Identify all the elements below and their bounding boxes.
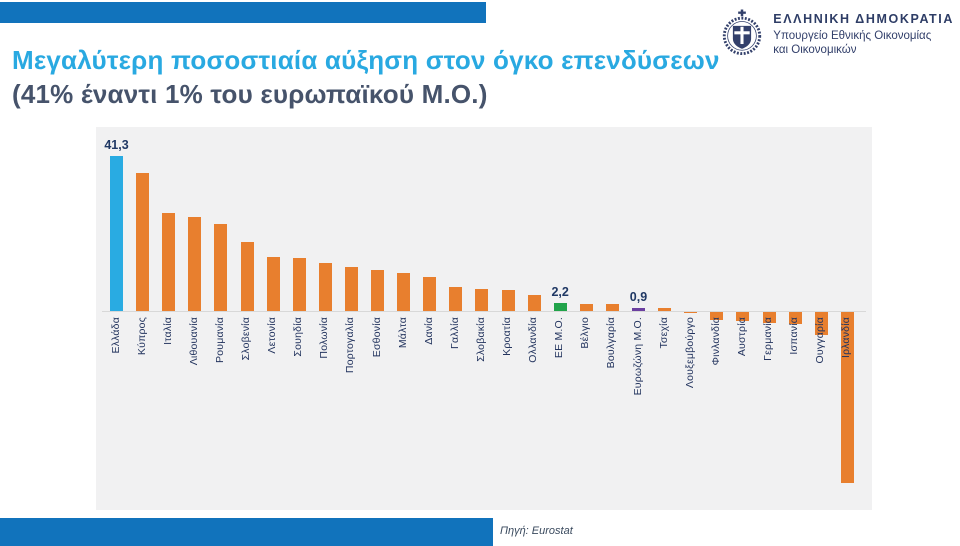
- slide-title-line2: (41% έναντι 1% του ευρωπαϊκού Μ.Ο.): [12, 78, 488, 109]
- bar-Λετονία: [266, 257, 280, 311]
- ministry-name-line2: και Οικονομικών: [773, 44, 857, 57]
- bar-Μάλτα: [397, 273, 411, 311]
- category-label-Γερμανία: Γερμανία: [762, 317, 774, 361]
- bar-Κύπρος: [136, 172, 150, 311]
- category-label-Κροατία: Κροατία: [501, 317, 513, 356]
- bar-Σουηδία: [292, 258, 306, 311]
- category-label-Γαλλία: Γαλλία: [448, 317, 461, 349]
- category-label-Σουηδία: Σουηδία: [292, 317, 305, 357]
- bar-Εσθονία: [371, 270, 384, 311]
- bar-Λιθουανία: [188, 217, 202, 311]
- bar-Φινλανδία: [710, 312, 724, 320]
- category-label-Ισπανία: Ισπανία: [788, 317, 801, 355]
- government-title: ΕΛΛΗΝΙΚΗ ΔΗΜΟΚΡΑΤΙΑ: [773, 12, 954, 26]
- category-label-Μάλτα: Μάλτα: [396, 317, 409, 349]
- category-label-Εσθονία: Εσθονία: [370, 317, 383, 358]
- source-note: Πηγή: Eurostat: [500, 525, 573, 537]
- category-label-Αυστρία: Αυστρία: [735, 317, 748, 357]
- government-header-text: ΕΛΛΗΝΙΚΗ ΔΗΜΟΚΡΑΤΙΑ Υπουργείο Εθνικής Οι…: [773, 8, 954, 58]
- category-label-Ιταλία: Ιταλία: [161, 317, 174, 345]
- bar-Κροατία: [501, 289, 515, 311]
- bar-Γερμανία: [762, 312, 776, 323]
- slide-title-line1: Μεγαλύτερη ποσοστιαία αύξηση στον όγκο ε…: [12, 45, 720, 75]
- category-label-Βέλγιο: Βέλγιο: [579, 317, 592, 349]
- bar-Τσεχία: [658, 308, 672, 311]
- footer-accent-bar: [0, 518, 493, 546]
- bar-Πορτογαλία: [344, 266, 358, 311]
- category-label-Φινλανδία: Φινλανδία: [709, 317, 722, 366]
- top-accent-bar: [0, 2, 486, 23]
- bar-Γαλλία: [449, 287, 463, 311]
- category-label-Λουξεμβούργο: Λουξεμβούργο: [683, 317, 696, 389]
- bar-Πολωνία: [318, 263, 332, 311]
- bar-Αυστρία: [736, 312, 750, 322]
- category-label-Βουλγαρία: Βουλγαρία: [605, 317, 618, 369]
- bar-Βέλγιο: [579, 303, 593, 311]
- x-axis-line: [102, 311, 866, 312]
- value-label-Ελλάδα: 41,3: [104, 138, 129, 153]
- bar-Ουγγαρία: [814, 312, 828, 335]
- bar-Ολλανδία: [527, 295, 541, 311]
- bar-chart: Ελλάδα Κύπρος Ιταλία Λιθουανία Ρουμανία Σλοβε…: [96, 127, 872, 510]
- bar-Σλοβακία: [475, 289, 489, 311]
- category-label-Πολωνία: Πολωνία: [318, 317, 331, 359]
- category-label-Ολλανδία: Ολλανδία: [527, 317, 540, 363]
- category-label-ΕΕ Μ.Ο.: ΕΕ Μ.Ο.: [553, 317, 566, 359]
- bar-Ελλάδα: [110, 156, 123, 311]
- bar-ΕΕ Μ.Ο.: [553, 302, 567, 311]
- category-label-Ιρλανδία: Ιρλανδία: [840, 317, 853, 358]
- bar-Δανία: [423, 276, 437, 311]
- category-label-Ρουμανία: Ρουμανία: [213, 317, 226, 363]
- category-label-Τσεχία: Τσεχία: [657, 317, 670, 349]
- value-label-ΕΕ Μ.Ο.: 2,2: [551, 284, 569, 299]
- category-label-Ελλάδα: Ελλάδα: [109, 317, 122, 354]
- bar-Ιρλανδία: [840, 312, 854, 484]
- slide-title: Μεγαλύτερη ποσοστιαία αύξηση στον όγκο ε…: [12, 44, 720, 112]
- category-label-Ουγγαρία: Ουγγαρία: [814, 317, 827, 364]
- bar-Βουλγαρία: [605, 304, 619, 311]
- category-label-Λετονία: Λετονία: [266, 317, 279, 354]
- bar-Σλοβενία: [240, 241, 254, 311]
- bar-Λουξεμβούργο: [684, 312, 698, 313]
- category-label-Ευρωζώνη Μ.Ο.: Ευρωζώνη Μ.Ο.: [631, 317, 644, 396]
- bar-Ισπανία: [788, 312, 802, 324]
- category-label-Δανία: Δανία: [422, 317, 435, 345]
- ministry-name-line1: Υπουργείο Εθνικής Οικονομίας: [773, 30, 932, 42]
- greek-republic-emblem-icon: [723, 9, 762, 56]
- value-label-Ευρωζώνη Μ.Ο.: 0,9: [629, 289, 648, 304]
- bar-Ιταλία: [162, 213, 176, 311]
- government-header: ΕΛΛΗΝΙΚΗ ΔΗΜΟΚΡΑΤΙΑ Υπουργείο Εθνικής Οι…: [719, 8, 954, 58]
- category-label-Σλοβακία: Σλοβακία: [474, 317, 487, 362]
- category-label-Πορτογαλία: Πορτογαλία: [344, 317, 357, 374]
- bar-Ευρωζώνη Μ.Ο.: [632, 307, 645, 311]
- category-label-Σλοβενία: Σλοβενία: [240, 317, 252, 361]
- bar-Ρουμανία: [214, 224, 228, 311]
- category-label-Κύπρος: Κύπρος: [135, 317, 148, 356]
- category-label-Λιθουανία: Λιθουανία: [187, 317, 200, 366]
